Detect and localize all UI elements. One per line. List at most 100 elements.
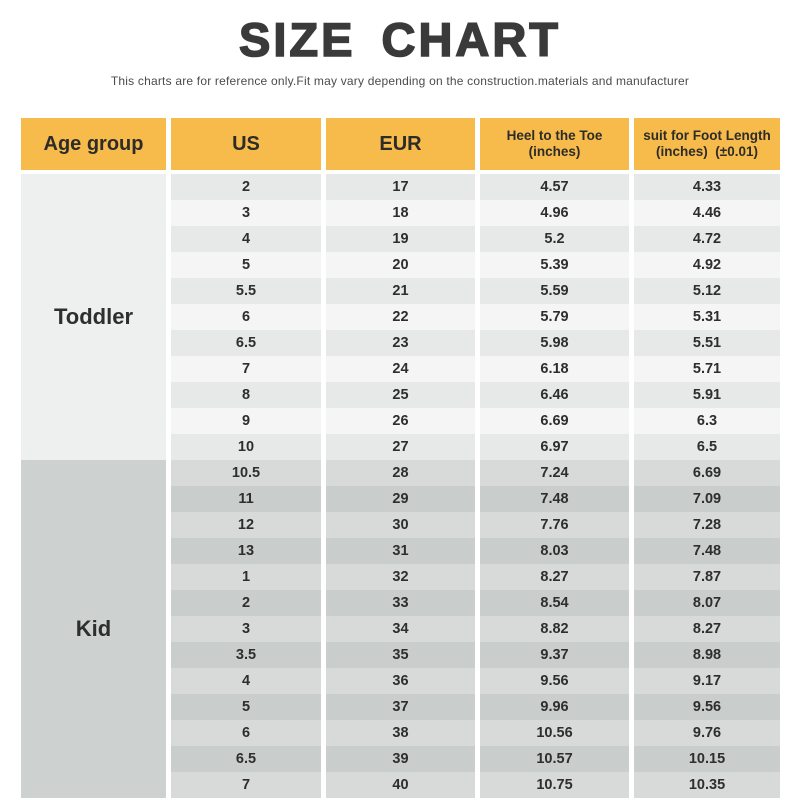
table-cell: 24	[326, 356, 475, 382]
column-header-label: Age group	[43, 133, 144, 155]
table-cell: 33	[326, 590, 475, 616]
table-row: 10 27 6.97 6.5	[171, 434, 780, 460]
table-cell: 9.76	[634, 720, 780, 746]
table-cell: 7.28	[634, 512, 780, 538]
table-cell: 4.72	[634, 226, 780, 252]
table-cell: 3.5	[171, 642, 321, 668]
table-cell: 3	[171, 200, 321, 226]
column-header-us: US	[171, 118, 321, 170]
table-cell: 6	[171, 304, 321, 330]
table-cell: 4.33	[634, 174, 780, 200]
table-cell: 23	[326, 330, 475, 356]
table-cell: 5.2	[480, 226, 629, 252]
table-cell: 9.37	[480, 642, 629, 668]
table-cell: 8.82	[480, 616, 629, 642]
table-cell: 6	[171, 720, 321, 746]
column-header-label: suit for Foot Length	[643, 127, 771, 143]
column-header-heel-to-toe: Heel to the Toe (inches)	[480, 118, 629, 170]
table-cell: 5.51	[634, 330, 780, 356]
table-cell: 31	[326, 538, 475, 564]
table-cell: 17	[326, 174, 475, 200]
table-cell: 21	[326, 278, 475, 304]
table-cell: 8.03	[480, 538, 629, 564]
table-cell: 9.56	[634, 694, 780, 720]
table-cell: 6.69	[634, 460, 780, 486]
table-cell: 40	[326, 772, 475, 798]
age-group-cell-toddler: Toddler	[21, 174, 166, 460]
table-cell: 4.57	[480, 174, 629, 200]
table-cell: 6.97	[480, 434, 629, 460]
table-row: 9 26 6.69 6.3	[171, 408, 780, 434]
column-header-label: EUR	[379, 133, 422, 155]
column-header-eur: EUR	[326, 118, 475, 170]
table-cell: 8.54	[480, 590, 629, 616]
table-row: 3 34 8.82 8.27	[171, 616, 780, 642]
table-cell: 20	[326, 252, 475, 278]
table-cell: 2	[171, 590, 321, 616]
table-cell: 9	[171, 408, 321, 434]
table-cell: 8.27	[634, 616, 780, 642]
table-row: 11 29 7.48 7.09	[171, 486, 780, 512]
table-cell: 10.75	[480, 772, 629, 798]
table-row: 3.5 35 9.37 8.98	[171, 642, 780, 668]
table-cell: 25	[326, 382, 475, 408]
table-cell: 8	[171, 382, 321, 408]
table-cell: 5.5	[171, 278, 321, 304]
table-cell: 10.15	[634, 746, 780, 772]
size-chart-table: Age group US EUR Heel to the Toe (inches…	[21, 118, 780, 798]
age-group-cell-kid: Kid	[21, 460, 166, 798]
table-row: 6 38 10.56 9.76	[171, 720, 780, 746]
table-cell: 9.96	[480, 694, 629, 720]
table-cell: 5	[171, 694, 321, 720]
table-row: 12 30 7.76 7.28	[171, 512, 780, 538]
table-cell: 5.91	[634, 382, 780, 408]
column-header-label: US	[232, 133, 260, 155]
table-cell: 6.5	[171, 746, 321, 772]
table-cell: 8.07	[634, 590, 780, 616]
table-cell: 19	[326, 226, 475, 252]
table-cell: 7	[171, 772, 321, 798]
table-cell: 6.18	[480, 356, 629, 382]
table-cell: 5.31	[634, 304, 780, 330]
table-cell: 39	[326, 746, 475, 772]
table-cell: 6.3	[634, 408, 780, 434]
table-cell: 7.48	[480, 486, 629, 512]
page-title: SIZE CHART	[238, 12, 561, 67]
column-header-sublabel: (inches) (±0.01)	[656, 144, 758, 159]
table-cell: 22	[326, 304, 475, 330]
table-row: 3 18 4.96 4.46	[171, 200, 780, 226]
table-cell: 6.69	[480, 408, 629, 434]
table-cell: 32	[326, 564, 475, 590]
table-cell: 9.17	[634, 668, 780, 694]
table-header-row: Age group US EUR Heel to the Toe (inches…	[21, 118, 780, 170]
table-cell: 30	[326, 512, 475, 538]
column-header-label: Heel to the Toe	[506, 127, 603, 143]
table-cell: 10.56	[480, 720, 629, 746]
table-section-kid: Kid 10.5 28 7.24 6.69 11 29 7.48 7.09 12 30 7.76 7.2…	[21, 460, 780, 798]
table-cell: 3	[171, 616, 321, 642]
table-cell: 1	[171, 564, 321, 590]
table-cell: 5.12	[634, 278, 780, 304]
table-cell: 13	[171, 538, 321, 564]
table-cell: 26	[326, 408, 475, 434]
table-cell: 10.35	[634, 772, 780, 798]
table-cell: 4.96	[480, 200, 629, 226]
column-header-foot-length: suit for Foot Length (inches) (±0.01)	[634, 118, 780, 170]
table-cell: 29	[326, 486, 475, 512]
size-chart-page: SIZE CHART This charts are for reference…	[0, 12, 800, 800]
table-cell: 5.39	[480, 252, 629, 278]
table-row: 7 40 10.75 10.35	[171, 772, 780, 798]
table-cell: 18	[326, 200, 475, 226]
table-row: 13 31 8.03 7.48	[171, 538, 780, 564]
column-header-age-group: Age group	[21, 118, 166, 170]
table-cell: 11	[171, 486, 321, 512]
table-row: 7 24 6.18 5.71	[171, 356, 780, 382]
table-cell: 7.48	[634, 538, 780, 564]
table-section-toddler: Toddler 2 17 4.57 4.33 3 18 4.96 4.46 4 19 5.2 4.72 5…	[21, 174, 780, 460]
table-cell: 7.76	[480, 512, 629, 538]
table-cell: 7	[171, 356, 321, 382]
table-cell: 10.57	[480, 746, 629, 772]
table-cell: 5.59	[480, 278, 629, 304]
age-group-label: Toddler	[53, 304, 134, 329]
table-cell: 5.79	[480, 304, 629, 330]
